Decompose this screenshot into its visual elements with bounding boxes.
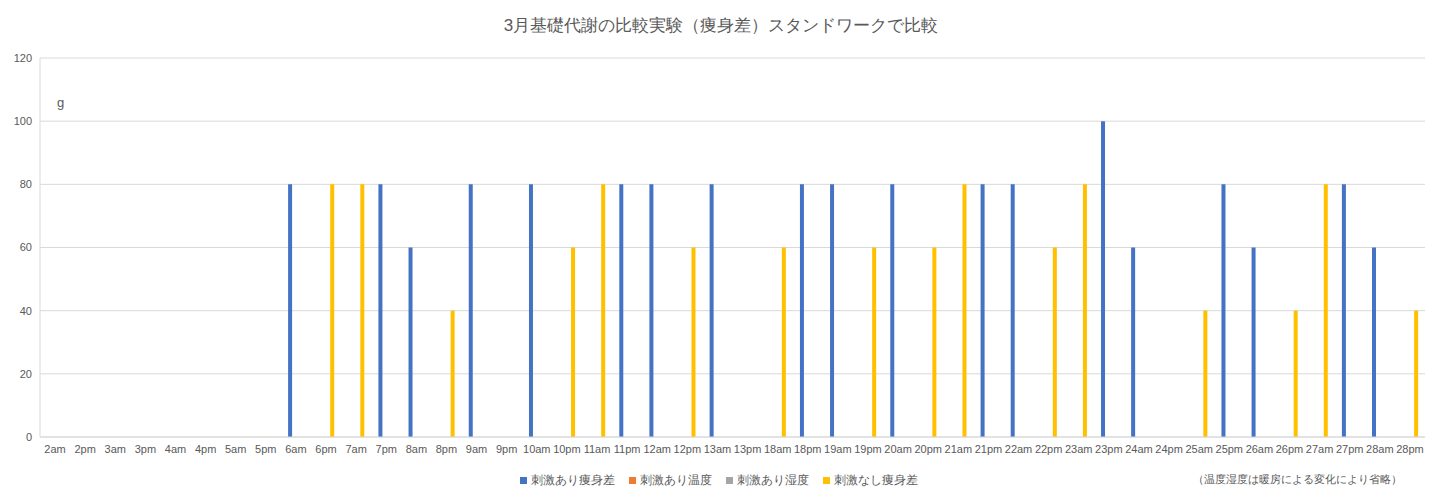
svg-text:9am: 9am xyxy=(466,443,487,455)
svg-text:12pm: 12pm xyxy=(674,443,702,455)
svg-text:25am: 25am xyxy=(1185,443,1213,455)
svg-text:10pm: 10pm xyxy=(553,443,581,455)
svg-text:19am: 19am xyxy=(824,443,852,455)
svg-text:40: 40 xyxy=(20,305,32,317)
html-text:刺激あり痩身差: 刺激あり痩身差 xyxy=(531,473,615,487)
svg-text:23pm: 23pm xyxy=(1095,443,1123,455)
svg-text:60: 60 xyxy=(20,241,32,253)
svg-text:10am: 10am xyxy=(523,443,551,455)
svg-text:120: 120 xyxy=(14,52,32,64)
html-text:g: g xyxy=(57,95,65,110)
svg-text:13am: 13am xyxy=(704,443,732,455)
svg-text:4am: 4am xyxy=(165,443,186,455)
svg-text:21pm: 21pm xyxy=(975,443,1003,455)
svg-text:7am: 7am xyxy=(345,443,366,455)
svg-text:24pm: 24pm xyxy=(1155,443,1183,455)
svg-text:20am: 20am xyxy=(884,443,912,455)
svg-text:100: 100 xyxy=(14,115,32,127)
svg-text:20pm: 20pm xyxy=(914,443,942,455)
svg-text:21am: 21am xyxy=(945,443,973,455)
svg-text:4pm: 4pm xyxy=(195,443,216,455)
html-text:（温度湿度は暖房による変化により省略）: （温度湿度は暖房による変化により省略） xyxy=(1193,473,1402,485)
svg-text:5pm: 5pm xyxy=(255,443,276,455)
svg-text:22pm: 22pm xyxy=(1035,443,1063,455)
svg-text:9pm: 9pm xyxy=(496,443,517,455)
html-text:刺激あり湿度: 刺激あり湿度 xyxy=(737,473,809,487)
svg-text:8pm: 8pm xyxy=(436,443,457,455)
svg-text:5am: 5am xyxy=(225,443,246,455)
svg-text:20: 20 xyxy=(20,368,32,380)
svg-text:27am: 27am xyxy=(1306,443,1334,455)
svg-text:22am: 22am xyxy=(1005,443,1033,455)
svg-text:12am: 12am xyxy=(643,443,671,455)
svg-text:3am: 3am xyxy=(105,443,126,455)
svg-text:6am: 6am xyxy=(285,443,306,455)
svg-text:8am: 8am xyxy=(406,443,427,455)
svg-text:26pm: 26pm xyxy=(1276,443,1304,455)
svg-text:26am: 26am xyxy=(1246,443,1274,455)
svg-text:27pm: 27pm xyxy=(1336,443,1364,455)
html-text:刺激なし痩身差: 刺激なし痩身差 xyxy=(834,473,918,487)
svg-text:28am: 28am xyxy=(1366,443,1394,455)
svg-text:25pm: 25pm xyxy=(1216,443,1244,455)
svg-text:3pm: 3pm xyxy=(135,443,156,455)
svg-text:7pm: 7pm xyxy=(376,443,397,455)
svg-text:13pm: 13pm xyxy=(734,443,762,455)
svg-text:18pm: 18pm xyxy=(794,443,822,455)
svg-text:6pm: 6pm xyxy=(315,443,336,455)
svg-text:28pm: 28pm xyxy=(1396,443,1424,455)
svg-text:0: 0 xyxy=(26,431,32,443)
svg-text:80: 80 xyxy=(20,178,32,190)
svg-text:19pm: 19pm xyxy=(854,443,882,455)
svg-text:18am: 18am xyxy=(764,443,792,455)
svg-text:2am: 2am xyxy=(44,443,65,455)
svg-text:11am: 11am xyxy=(584,443,611,455)
svg-text:24am: 24am xyxy=(1125,443,1153,455)
html-text:刺激あり温度: 刺激あり温度 xyxy=(640,473,712,487)
html-text:3月基礎代謝の比較実験（痩身差）スタンドワークで比較: 3月基礎代謝の比較実験（痩身差）スタンドワークで比較 xyxy=(503,16,939,35)
svg-text:23am: 23am xyxy=(1065,443,1093,455)
svg-text:11pm: 11pm xyxy=(614,443,641,455)
svg-text:2pm: 2pm xyxy=(74,443,95,455)
